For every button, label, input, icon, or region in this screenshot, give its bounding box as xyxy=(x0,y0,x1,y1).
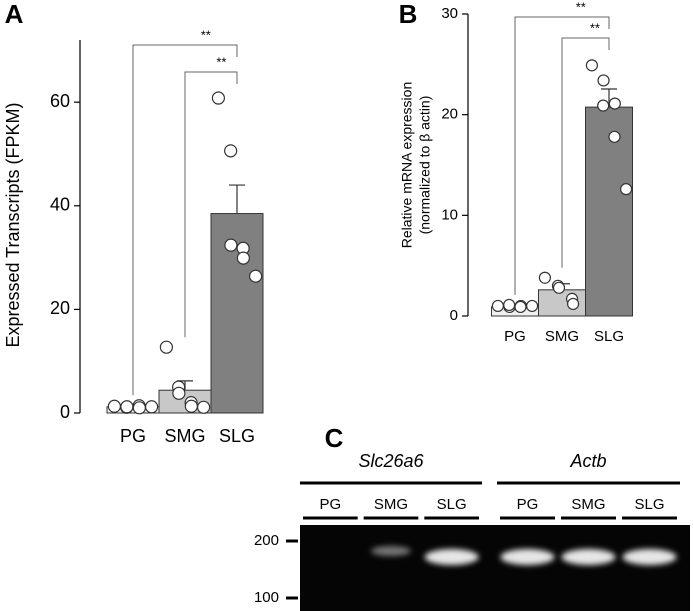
data-point xyxy=(538,271,552,284)
data-point xyxy=(525,299,539,313)
y-tick-label: 20 xyxy=(441,106,458,123)
lane-label: SMG xyxy=(374,496,408,513)
data-point xyxy=(608,97,621,110)
data-point xyxy=(585,59,599,72)
x-tick-label: SLG xyxy=(219,426,255,446)
data-point xyxy=(172,386,186,400)
data-point xyxy=(145,400,159,414)
marker-label: 100 xyxy=(254,589,279,606)
gel-band xyxy=(561,549,616,565)
x-tick-label: PG xyxy=(120,426,146,446)
bar xyxy=(585,106,633,317)
lane-label: SLG xyxy=(437,496,467,513)
data-point xyxy=(159,340,173,354)
x-tick-label: SMG xyxy=(164,426,205,446)
data-point xyxy=(224,144,238,158)
y-tick-label: 10 xyxy=(441,206,458,223)
data-point xyxy=(132,401,146,415)
lane-label: PG xyxy=(319,496,341,513)
significance-bracket xyxy=(184,71,238,338)
data-point xyxy=(249,269,263,283)
data-point xyxy=(597,99,610,112)
significance-bracket xyxy=(514,16,610,295)
y-tick-label: 60 xyxy=(50,91,70,111)
data-point xyxy=(224,238,238,252)
gel-band xyxy=(424,549,479,565)
y-tick-label: 40 xyxy=(50,195,70,215)
panel-label: A xyxy=(5,0,24,29)
y-axis-label: Relative mRNA expression xyxy=(399,82,415,249)
data-point xyxy=(597,74,610,87)
x-tick-label: SLG xyxy=(594,328,624,345)
data-point xyxy=(552,281,566,294)
significance-label: ** xyxy=(216,54,226,69)
gene-label: Slc26a6 xyxy=(358,451,424,471)
data-point xyxy=(503,298,516,312)
gel-band xyxy=(622,549,677,565)
x-tick-label: SMG xyxy=(545,328,579,345)
error-bar xyxy=(229,184,245,214)
significance-bracket xyxy=(561,37,610,268)
gel-image xyxy=(300,525,690,611)
data-point xyxy=(197,400,211,414)
data-point xyxy=(184,399,198,413)
lane-label: SMG xyxy=(571,496,605,513)
marker-label: 200 xyxy=(254,532,279,549)
lane-label: SLG xyxy=(634,496,664,513)
data-point xyxy=(514,300,527,314)
gel-band xyxy=(500,549,555,565)
y-tick-label: 20 xyxy=(50,298,70,318)
gene-label: Actb xyxy=(569,451,606,471)
significance-label: ** xyxy=(201,27,211,42)
significance-label: ** xyxy=(576,0,586,14)
data-point xyxy=(608,130,621,143)
y-tick-label: 0 xyxy=(450,307,458,324)
significance-bracket xyxy=(132,44,238,396)
panel-label: C xyxy=(325,423,344,453)
y-tick-label: 0 xyxy=(60,402,70,422)
data-point xyxy=(566,297,580,311)
y-axis-label: Expressed Transcripts (FPKM) xyxy=(3,102,23,347)
lane-label: PG xyxy=(517,496,539,513)
y-tick-label: 30 xyxy=(441,5,458,22)
y-axis-label: (normalized to β actin) xyxy=(417,96,433,235)
gel-band xyxy=(371,546,411,556)
data-point xyxy=(236,251,250,265)
data-point xyxy=(120,400,134,414)
x-tick-label: PG xyxy=(504,328,526,345)
data-point xyxy=(491,299,504,313)
data-point xyxy=(211,91,225,105)
significance-label: ** xyxy=(590,20,600,35)
panel-label: B xyxy=(399,0,418,29)
data-point xyxy=(619,183,633,196)
data-point xyxy=(107,399,122,413)
